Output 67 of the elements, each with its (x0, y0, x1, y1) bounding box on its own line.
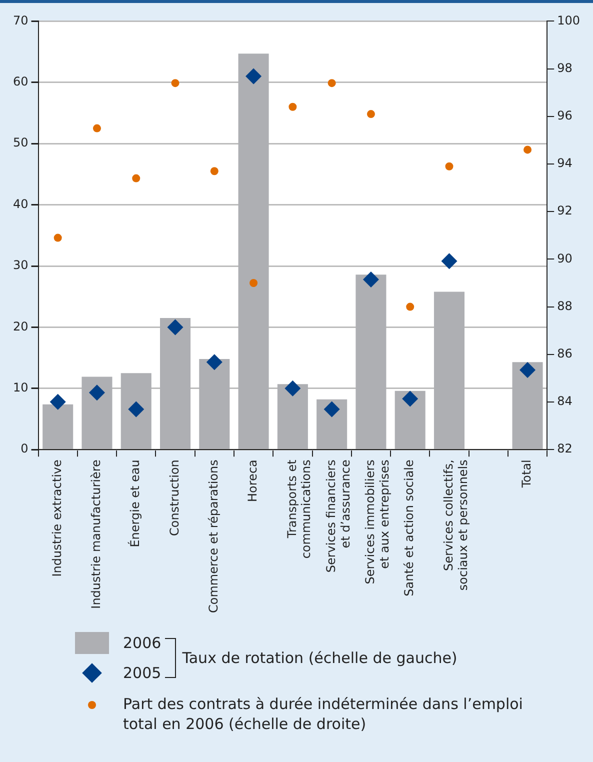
y-tick-label: 70 (12, 13, 28, 28)
x-tick-label: Énergie et eau (127, 460, 142, 548)
bar (394, 390, 426, 449)
point (445, 162, 454, 170)
point (132, 174, 140, 182)
y2-tick-label: 86 (557, 346, 572, 361)
bar (82, 376, 112, 449)
point (328, 79, 336, 88)
y2-tick-label: 84 (557, 394, 572, 408)
y2-tick-label: 98 (557, 60, 572, 75)
y2-tick-label: 88 (557, 298, 572, 313)
bar (120, 373, 152, 449)
x-tick-label: Commerce et réparations (206, 460, 221, 614)
point (167, 319, 184, 336)
bar (277, 384, 308, 449)
y2-tick-label: 90 (557, 251, 572, 266)
bar (160, 318, 191, 449)
y2-tick-label: 92 (557, 204, 572, 218)
y-tick-label: 10 (12, 380, 28, 395)
legend-label: 2005 (123, 664, 162, 682)
legend-label: Part des contrats à durée indéterminée dans l’emploi total en 2006 (échelle de droite) (123, 694, 523, 734)
bar (434, 292, 465, 449)
point (128, 401, 144, 418)
x-tick-label: Horeca (246, 460, 260, 502)
y2-tick-label: 94 (557, 156, 572, 170)
point (402, 390, 418, 407)
point (88, 384, 105, 401)
point (206, 354, 222, 370)
y2-tick-label: 82 (557, 442, 572, 456)
bar (199, 359, 230, 449)
point (246, 68, 262, 84)
point (284, 380, 301, 396)
point (366, 110, 375, 118)
point (171, 79, 180, 88)
bar (356, 274, 386, 449)
x-tick-label: Transports et communications (284, 459, 314, 559)
x-tick-label: Industrie manufacturière (89, 460, 104, 609)
y-tick-label: 0 (20, 442, 28, 456)
y2-tick-label: 96 (557, 108, 572, 123)
x-tick-label: Industrie extractive (50, 460, 64, 577)
point (210, 167, 218, 176)
y-tick-label: 20 (12, 319, 28, 334)
legend-label: 2006 (123, 634, 162, 652)
x-tick-label: Construction (167, 460, 182, 536)
point (250, 279, 258, 287)
y2-tick-label: 100 (557, 13, 580, 28)
bar (42, 404, 74, 449)
point (50, 394, 66, 410)
point (406, 302, 414, 311)
bar (512, 362, 543, 449)
point (520, 362, 536, 378)
bar (238, 54, 269, 449)
point (362, 271, 379, 288)
bar (316, 399, 348, 449)
legend-title: Taux de rotation (échelle de gauche) (182, 649, 458, 667)
x-tick-label: Santé et action sociale (402, 460, 416, 596)
y-tick-label: 40 (12, 196, 28, 211)
y-tick-label: 60 (12, 74, 28, 89)
point (92, 124, 101, 132)
x-tick-label: Total (520, 460, 534, 489)
y-tick-label: 30 (12, 258, 28, 272)
point (54, 234, 62, 242)
point (324, 401, 340, 418)
point (441, 253, 458, 270)
point (524, 146, 532, 154)
point (288, 102, 297, 111)
y-tick-label: 50 (12, 136, 28, 150)
